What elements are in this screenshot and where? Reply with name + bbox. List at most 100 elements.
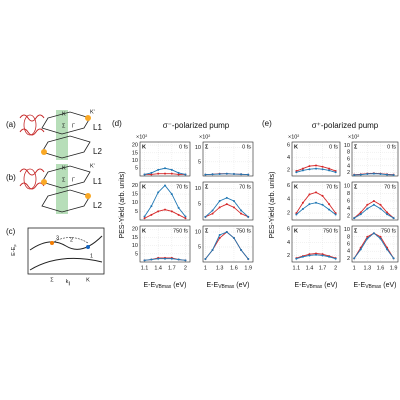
k-label: K <box>62 111 66 117</box>
data-point <box>386 211 389 214</box>
data-point <box>359 211 362 214</box>
sigma-strip <box>56 110 68 160</box>
panel-label: (d) <box>112 119 122 128</box>
band-box <box>27 227 105 275</box>
y-tick-label: 15 <box>132 150 138 156</box>
panel-label: (b) <box>6 173 16 182</box>
data-point <box>218 237 221 239</box>
label-bg <box>292 182 301 191</box>
y-tick-label: 6 <box>347 198 350 204</box>
y-tick-label: 2 <box>347 214 350 220</box>
panel-tag: Σ <box>354 228 358 234</box>
multiplier: ×10² <box>288 134 299 140</box>
band <box>29 235 103 251</box>
label-bg <box>292 226 301 235</box>
x-tick-label: 1.9 <box>244 265 252 271</box>
y-tick-label: 4 <box>347 249 350 255</box>
plot-frame <box>139 181 191 221</box>
plot-frame <box>291 141 341 177</box>
data-point <box>353 217 356 220</box>
data-point <box>301 169 304 172</box>
y-tick-label: 20 <box>132 227 138 233</box>
y-tick-label: 5 <box>198 202 201 208</box>
y-tick-label: 4 <box>347 163 350 169</box>
panel-label: (e) <box>262 119 272 128</box>
data-point <box>240 249 243 251</box>
data-point <box>157 210 160 213</box>
data-point <box>170 172 173 175</box>
panel-tag: K <box>142 184 146 190</box>
panel-tag: K <box>294 228 298 234</box>
data-point <box>204 173 207 176</box>
data-point <box>164 167 166 170</box>
data-point <box>218 234 221 236</box>
y-tick-label: 10 <box>195 186 201 192</box>
data-point <box>386 173 389 176</box>
data-point <box>150 205 153 208</box>
data-point <box>321 194 324 197</box>
data-point <box>321 165 324 168</box>
data-point <box>157 172 160 175</box>
data-point <box>379 207 382 210</box>
data-point <box>295 257 298 260</box>
data-point <box>184 217 187 220</box>
kp-label: K' <box>90 163 95 169</box>
data-point <box>366 237 369 240</box>
step-label: 2 <box>70 237 73 243</box>
plot-frame <box>202 181 254 221</box>
y-tick-label: 20 <box>132 143 138 149</box>
data-point <box>366 235 369 238</box>
plot-frame <box>139 141 191 177</box>
y-tick-label: 6 <box>287 183 290 189</box>
data-point <box>204 215 207 218</box>
label-bg <box>352 142 361 151</box>
data-point <box>184 215 187 218</box>
data-point <box>328 169 331 172</box>
data-point <box>379 172 382 175</box>
sigma-label: Σ <box>50 277 54 283</box>
data-point <box>204 258 207 260</box>
panel-tag: K <box>294 144 298 150</box>
data-point <box>386 248 389 251</box>
series-line <box>205 231 249 260</box>
label-bg <box>140 142 149 151</box>
data-point <box>366 207 369 210</box>
layer-label: L2 <box>93 147 102 156</box>
gamma-label: Γ <box>72 123 75 129</box>
y-tick-label: 5 <box>198 244 201 250</box>
data-point <box>315 191 317 194</box>
x-tick-label: 1.9 <box>390 265 398 271</box>
x-label-unit: (eV) <box>381 282 396 289</box>
layer-label: L1 <box>93 123 102 132</box>
data-point <box>218 206 221 209</box>
sigma-strip <box>56 164 68 214</box>
time-label: 0 fs <box>329 144 338 150</box>
time-label: 70 fs <box>176 184 188 190</box>
y-tick-label: 2 <box>347 256 350 262</box>
data-point <box>177 258 180 261</box>
label-bg <box>140 182 149 191</box>
bz-layer1 <box>41 111 91 135</box>
valley <box>41 149 47 155</box>
x-label-sub: VBmax <box>218 284 235 290</box>
data-point <box>334 171 337 174</box>
data-point <box>301 255 304 258</box>
y-tick-label: 15 <box>132 192 138 198</box>
x-tick-label: 2 <box>184 265 187 271</box>
y-tick-label: 2 <box>347 170 350 176</box>
label-bg <box>140 226 149 235</box>
data-point <box>177 171 180 174</box>
data-point <box>359 248 362 251</box>
panel-tag: K <box>142 228 146 234</box>
data-point <box>211 249 214 251</box>
data-point <box>218 200 221 202</box>
y-tick-label: 2 <box>287 167 290 173</box>
y-tick-label: 10 <box>344 227 350 233</box>
y-tick-label: 10 <box>132 200 138 206</box>
data-point <box>143 215 146 218</box>
data-point <box>392 173 395 176</box>
label-bg <box>203 142 212 151</box>
y-tick-label: 6 <box>287 143 290 149</box>
data-point <box>308 165 311 168</box>
y-tick-label: 10 <box>344 143 350 149</box>
